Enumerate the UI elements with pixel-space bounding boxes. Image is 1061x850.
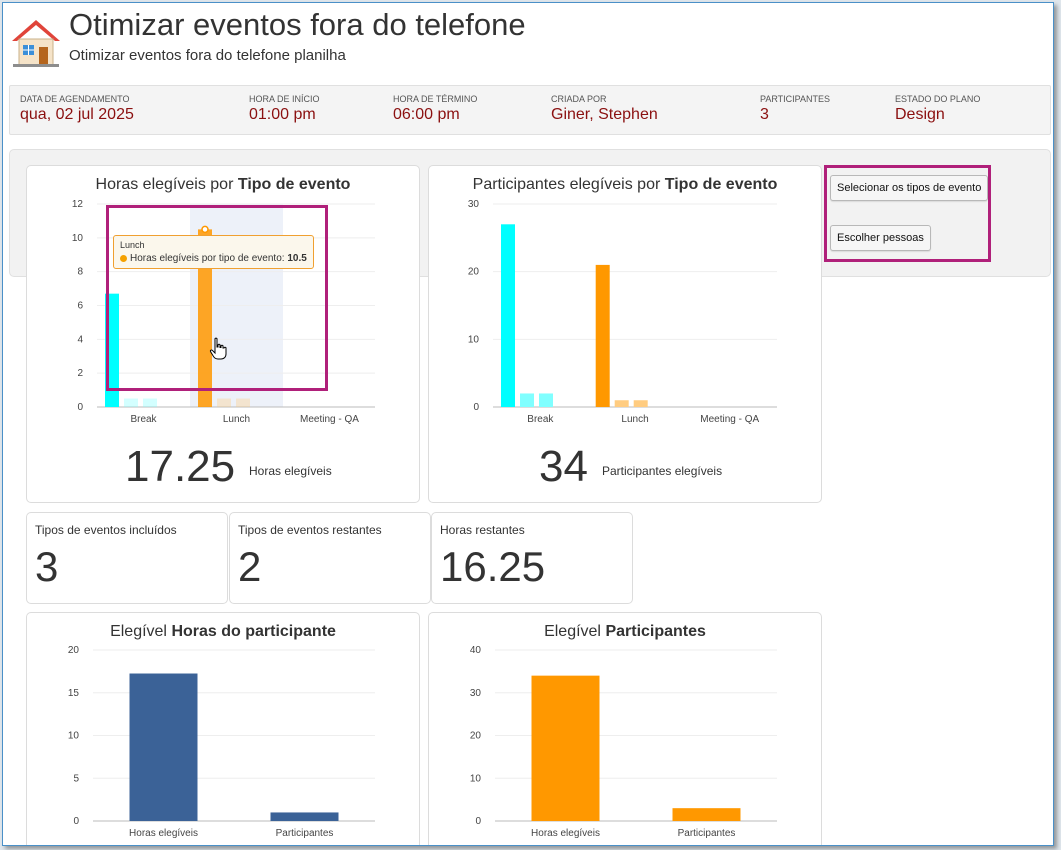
eligible-hours-label: Horas elegíveis [249,464,332,478]
tooltip-series-label: Horas elegíveis por tipo de evento: [130,253,288,264]
y-tick-label: 0 [77,402,83,413]
chart-tooltip: Lunch Horas elegíveis por tipo de evento… [113,235,314,269]
choose-people-button[interactable]: Escolher pessoas [830,225,931,251]
bar [633,400,648,407]
bar [124,398,138,407]
info-created-by: CRIADA POR Giner, Stephen [551,94,658,123]
hours-by-event-type-card: Horas elegíveis por Tipo de evento 0 2 4 6 8… [26,165,420,503]
remaining-event-types-label: Tipos de eventos restantes [238,523,382,537]
y-tick-label: 12 [72,199,84,210]
participant-hours-chart: 0 5 10 15 20 Horas elegíveis Participantes [68,645,375,839]
y-tick-label: 30 [468,199,480,210]
included-event-types-label: Tipos de eventos incluídos [35,523,177,537]
tooltip-highlight-box [106,205,328,391]
y-tick-label: 5 [73,773,79,784]
bar [501,224,515,407]
y-tick-label: 20 [470,731,482,742]
remaining-hours-label: Horas restantes [440,523,525,537]
hand-pointer-icon [209,337,227,360]
y-tick-label: 10 [68,731,80,742]
participants-by-event-type-chart: 0 10 20 30 Break Lunch Meeting - QA [468,199,777,425]
home-icon [12,20,60,67]
y-tick-label: 4 [77,334,83,345]
y-tick-label: 20 [468,267,480,278]
plan-info-bar: DATA DE AGENDAMENTO qua, 02 jul 2025 HOR… [9,85,1051,135]
bar [143,398,157,407]
info-plan-state: ESTADO DO PLANO Design [895,94,981,123]
x-tick-label: Participantes [678,828,736,839]
y-tick-label: 10 [468,334,480,345]
y-tick-label: 10 [470,773,482,784]
x-tick-label: Meeting - QA [700,414,759,425]
y-tick-label: 40 [470,645,482,656]
y-tick-label: 10 [72,233,84,244]
bar [217,398,231,407]
y-tick-label: 30 [470,688,482,699]
eligible-participants-chart: 0 10 20 30 40 Horas elegíveis Participantes [470,645,777,839]
eligible-hours-total: 17.25 [125,442,236,491]
included-event-types-value: 3 [35,543,59,590]
bar [539,393,553,407]
bar [270,812,339,821]
eligible-participants-label: Participantes elegíveis [602,464,723,478]
page-subtitle: Otimizar eventos fora do telefone planil… [69,47,346,64]
x-tick-label: Horas elegíveis [531,828,600,839]
info-schedule-date: DATA DE AGENDAMENTO qua, 02 jul 2025 [20,94,134,123]
tooltip-value: 10.5 [287,253,307,264]
remaining-event-types-value: 2 [238,543,262,590]
y-tick-label: 0 [475,816,481,827]
bar [129,673,198,821]
x-tick-label: Horas elegíveis [129,828,198,839]
info-start-time: HORA DE INÍCIO 01:00 pm [249,94,320,123]
y-tick-label: 20 [68,645,80,656]
eligible-participants-total: 34 [539,442,588,491]
participants-by-event-type-card: Participantes elegíveis por Tipo de even… [428,165,822,503]
bar [520,393,534,407]
info-end-time: HORA DE TÉRMINO 06:00 pm [393,94,478,123]
y-tick-label: 6 [77,301,83,312]
remaining-event-types-card: Tipos de eventos restantes 2 [229,512,431,604]
select-event-types-button[interactable]: Selecionar os tipos de evento [830,175,989,201]
x-tick-label: Break [527,414,554,425]
eligible-participants-title: Elegível Participantes [544,623,706,640]
remaining-hours-card: Horas restantes 16.25 [431,512,633,604]
bar [672,808,741,821]
bar [198,229,212,407]
included-event-types-card: Tipos de eventos incluídos 3 [26,512,228,604]
participants-by-event-type-title: Participantes elegíveis por Tipo de even… [472,176,778,193]
participant-hours-title: Elegível Horas do participante [110,623,336,640]
hours-by-event-type-title: Horas elegíveis por Tipo de evento [95,176,351,193]
bar [531,675,600,821]
tooltip-series-dot [120,254,127,262]
y-tick-label: 2 [77,368,83,379]
x-tick-label: Lunch [223,414,250,425]
x-tick-label: Lunch [621,414,648,425]
bar [614,400,629,407]
y-tick-label: 8 [77,267,83,278]
bar [236,398,250,407]
info-participants: PARTICIPANTES 3 [760,94,831,123]
bar [595,264,610,407]
page-title: Otimizar eventos fora do telefone [69,7,526,42]
hover-marker [201,225,209,234]
eligible-participants-card: Elegível Participantes 0 10 20 30 40 Horas el… [428,612,822,845]
x-tick-label: Meeting - QA [300,414,359,425]
remaining-hours-value: 16.25 [440,543,546,590]
y-tick-label: 0 [473,402,479,413]
y-tick-label: 15 [68,688,80,699]
buttons-highlight [824,165,991,262]
x-tick-label: Participantes [276,828,334,839]
y-tick-label: 0 [73,816,79,827]
tooltip-category: Lunch [120,240,145,250]
x-tick-label: Break [130,414,157,425]
participant-hours-card: Elegível Horas do participante 0 5 10 15 20 H… [26,612,420,845]
